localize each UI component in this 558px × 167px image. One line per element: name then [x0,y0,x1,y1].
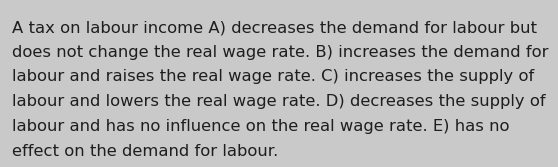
Text: A tax on labour income A) decreases the demand for labour but: A tax on labour income A) decreases the … [12,20,537,35]
Text: does not change the real wage rate. B) increases the demand for: does not change the real wage rate. B) i… [12,45,549,60]
Text: labour and lowers the real wage rate. D) decreases the supply of: labour and lowers the real wage rate. D)… [12,94,546,109]
Text: effect on the demand for labour.: effect on the demand for labour. [12,144,278,159]
Text: labour and raises the real wage rate. C) increases the supply of: labour and raises the real wage rate. C)… [12,69,535,85]
Text: labour and has no influence on the real wage rate. E) has no: labour and has no influence on the real … [12,119,510,134]
